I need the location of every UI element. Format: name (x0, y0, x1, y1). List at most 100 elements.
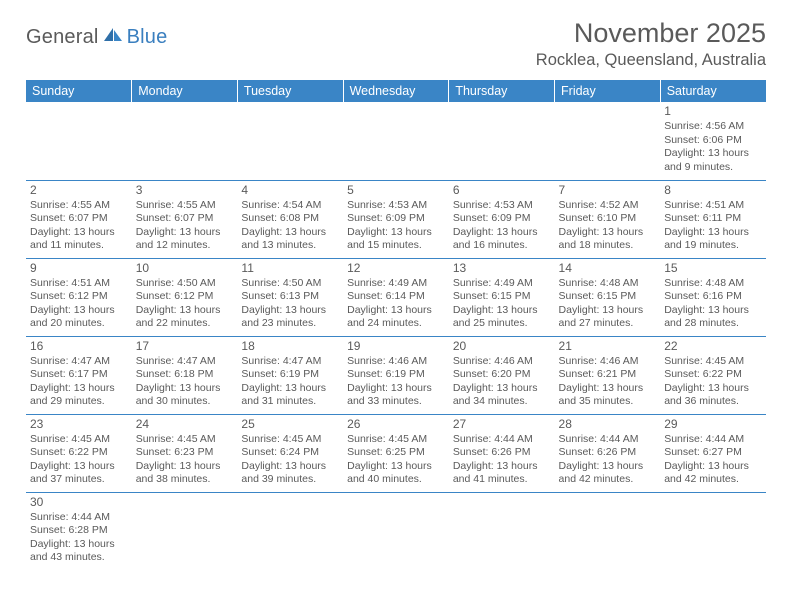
calendar-cell: 4Sunrise: 4:54 AMSunset: 6:08 PMDaylight… (237, 180, 343, 258)
sunrise-line: Sunrise: 4:47 AM (30, 355, 128, 368)
weekday-header: Wednesday (343, 80, 449, 102)
sunrise-line: Sunrise: 4:56 AM (664, 120, 762, 133)
daylight-line: Daylight: 13 hours and 11 minutes. (30, 226, 128, 253)
sunrise-line: Sunrise: 4:53 AM (453, 199, 551, 212)
sunrise-line: Sunrise: 4:45 AM (664, 355, 762, 368)
sunset-line: Sunset: 6:15 PM (453, 290, 551, 303)
calendar-cell: 15Sunrise: 4:48 AMSunset: 6:16 PMDayligh… (660, 258, 766, 336)
day-number: 15 (664, 261, 762, 276)
sunset-line: Sunset: 6:18 PM (136, 368, 234, 381)
weekday-header: Friday (555, 80, 661, 102)
calendar-cell (555, 492, 661, 570)
weekday-header-row: Sunday Monday Tuesday Wednesday Thursday… (26, 80, 766, 102)
daylight-line: Daylight: 13 hours and 31 minutes. (241, 382, 339, 409)
weekday-header: Tuesday (237, 80, 343, 102)
day-number: 20 (453, 339, 551, 354)
day-number: 1 (664, 104, 762, 119)
calendar-row: 9Sunrise: 4:51 AMSunset: 6:12 PMDaylight… (26, 258, 766, 336)
day-number: 25 (241, 417, 339, 432)
sunset-line: Sunset: 6:26 PM (559, 446, 657, 459)
calendar-cell (132, 492, 238, 570)
weekday-header: Saturday (660, 80, 766, 102)
sunset-line: Sunset: 6:14 PM (347, 290, 445, 303)
calendar-cell: 17Sunrise: 4:47 AMSunset: 6:18 PMDayligh… (132, 336, 238, 414)
sunrise-line: Sunrise: 4:48 AM (664, 277, 762, 290)
day-number: 14 (559, 261, 657, 276)
calendar-cell: 23Sunrise: 4:45 AMSunset: 6:22 PMDayligh… (26, 414, 132, 492)
sunrise-line: Sunrise: 4:49 AM (347, 277, 445, 290)
calendar-row: 2Sunrise: 4:55 AMSunset: 6:07 PMDaylight… (26, 180, 766, 258)
sunrise-line: Sunrise: 4:55 AM (30, 199, 128, 212)
title-block: November 2025 Rocklea, Queensland, Austr… (536, 18, 766, 70)
calendar-cell: 9Sunrise: 4:51 AMSunset: 6:12 PMDaylight… (26, 258, 132, 336)
sunrise-line: Sunrise: 4:46 AM (559, 355, 657, 368)
calendar-cell (26, 102, 132, 180)
day-number: 2 (30, 183, 128, 198)
sunrise-line: Sunrise: 4:44 AM (453, 433, 551, 446)
sunset-line: Sunset: 6:07 PM (30, 212, 128, 225)
calendar-cell: 20Sunrise: 4:46 AMSunset: 6:20 PMDayligh… (449, 336, 555, 414)
daylight-line: Daylight: 13 hours and 33 minutes. (347, 382, 445, 409)
daylight-line: Daylight: 13 hours and 19 minutes. (664, 226, 762, 253)
day-number: 13 (453, 261, 551, 276)
day-number: 7 (559, 183, 657, 198)
daylight-line: Daylight: 13 hours and 27 minutes. (559, 304, 657, 331)
calendar-cell: 21Sunrise: 4:46 AMSunset: 6:21 PMDayligh… (555, 336, 661, 414)
calendar-cell: 16Sunrise: 4:47 AMSunset: 6:17 PMDayligh… (26, 336, 132, 414)
sunset-line: Sunset: 6:12 PM (136, 290, 234, 303)
sunset-line: Sunset: 6:23 PM (136, 446, 234, 459)
calendar-cell: 29Sunrise: 4:44 AMSunset: 6:27 PMDayligh… (660, 414, 766, 492)
daylight-line: Daylight: 13 hours and 43 minutes. (30, 538, 128, 565)
calendar-cell: 18Sunrise: 4:47 AMSunset: 6:19 PMDayligh… (237, 336, 343, 414)
daylight-line: Daylight: 13 hours and 16 minutes. (453, 226, 551, 253)
sunrise-line: Sunrise: 4:45 AM (30, 433, 128, 446)
sunrise-line: Sunrise: 4:44 AM (559, 433, 657, 446)
calendar-cell: 11Sunrise: 4:50 AMSunset: 6:13 PMDayligh… (237, 258, 343, 336)
sunset-line: Sunset: 6:13 PM (241, 290, 339, 303)
brand-text-1: General (26, 26, 99, 49)
sunrise-line: Sunrise: 4:50 AM (241, 277, 339, 290)
day-number: 4 (241, 183, 339, 198)
sunrise-line: Sunrise: 4:51 AM (664, 199, 762, 212)
calendar-cell (237, 102, 343, 180)
daylight-line: Daylight: 13 hours and 25 minutes. (453, 304, 551, 331)
sunrise-line: Sunrise: 4:46 AM (453, 355, 551, 368)
calendar-cell (660, 492, 766, 570)
daylight-line: Daylight: 13 hours and 9 minutes. (664, 147, 762, 174)
daylight-line: Daylight: 13 hours and 41 minutes. (453, 460, 551, 487)
sunset-line: Sunset: 6:20 PM (453, 368, 551, 381)
calendar-body: 1Sunrise: 4:56 AMSunset: 6:06 PMDaylight… (26, 102, 766, 570)
calendar-row: 1Sunrise: 4:56 AMSunset: 6:06 PMDaylight… (26, 102, 766, 180)
sunset-line: Sunset: 6:25 PM (347, 446, 445, 459)
sunrise-line: Sunrise: 4:55 AM (136, 199, 234, 212)
calendar-cell: 27Sunrise: 4:44 AMSunset: 6:26 PMDayligh… (449, 414, 555, 492)
daylight-line: Daylight: 13 hours and 36 minutes. (664, 382, 762, 409)
brand-text-2: Blue (127, 26, 168, 49)
sunrise-line: Sunrise: 4:44 AM (30, 511, 128, 524)
sunset-line: Sunset: 6:22 PM (664, 368, 762, 381)
calendar-row: 30Sunrise: 4:44 AMSunset: 6:28 PMDayligh… (26, 492, 766, 570)
sunset-line: Sunset: 6:06 PM (664, 134, 762, 147)
calendar-cell (555, 102, 661, 180)
daylight-line: Daylight: 13 hours and 30 minutes. (136, 382, 234, 409)
sunrise-line: Sunrise: 4:45 AM (241, 433, 339, 446)
sunrise-line: Sunrise: 4:50 AM (136, 277, 234, 290)
calendar-cell: 5Sunrise: 4:53 AMSunset: 6:09 PMDaylight… (343, 180, 449, 258)
calendar-row: 16Sunrise: 4:47 AMSunset: 6:17 PMDayligh… (26, 336, 766, 414)
sunset-line: Sunset: 6:10 PM (559, 212, 657, 225)
daylight-line: Daylight: 13 hours and 37 minutes. (30, 460, 128, 487)
day-number: 11 (241, 261, 339, 276)
calendar-cell (343, 102, 449, 180)
sunset-line: Sunset: 6:24 PM (241, 446, 339, 459)
month-title: November 2025 (536, 18, 766, 49)
daylight-line: Daylight: 13 hours and 13 minutes. (241, 226, 339, 253)
calendar-cell: 25Sunrise: 4:45 AMSunset: 6:24 PMDayligh… (237, 414, 343, 492)
day-number: 19 (347, 339, 445, 354)
sunrise-line: Sunrise: 4:46 AM (347, 355, 445, 368)
sunset-line: Sunset: 6:17 PM (30, 368, 128, 381)
day-number: 9 (30, 261, 128, 276)
day-number: 22 (664, 339, 762, 354)
day-number: 6 (453, 183, 551, 198)
day-number: 5 (347, 183, 445, 198)
daylight-line: Daylight: 13 hours and 34 minutes. (453, 382, 551, 409)
